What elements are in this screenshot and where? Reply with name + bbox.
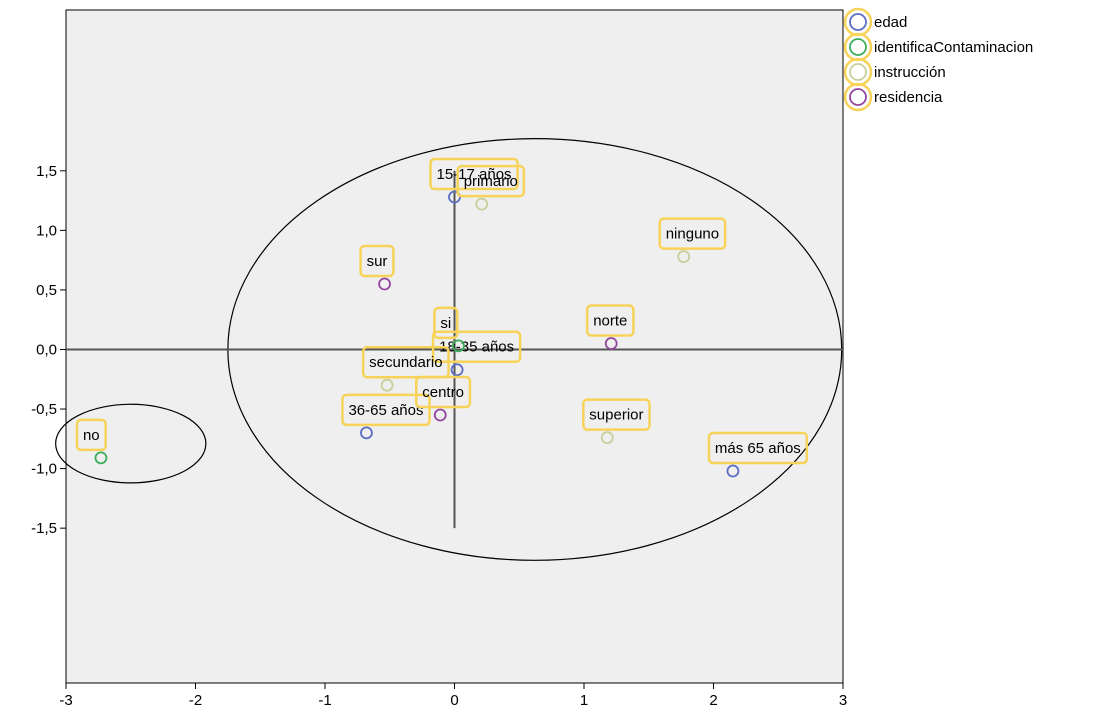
data-point-secundario: secundario: [361, 345, 450, 392]
point-label-box: [658, 217, 727, 250]
x-tick-label: 0: [450, 692, 458, 709]
y-tick-label: 1,0: [36, 222, 57, 239]
point-marker: [604, 337, 618, 350]
point-marker: [94, 451, 108, 465]
point-marker: [726, 464, 740, 478]
point-marker: [433, 408, 447, 422]
x-tick-label: -3: [59, 692, 72, 709]
legend-item: identificaContaminacion: [843, 32, 1033, 62]
data-point-centro: centro: [415, 375, 472, 422]
legend-marker: [849, 63, 867, 81]
annotation-ellipse-1: [55, 403, 207, 484]
y-axis: 1,5 1,0 0,5 0,0 -0,5 -1,0 -1,5: [31, 163, 66, 537]
data-point-ninguno: ninguno: [658, 217, 727, 263]
y-tick-label: 0,5: [36, 282, 57, 299]
point-label: 36-65 años: [348, 402, 423, 419]
y-tick-label: -0,5: [31, 401, 57, 418]
point-marker: [450, 363, 464, 377]
legend-marker: [849, 88, 867, 106]
legend-highlight: [843, 32, 873, 62]
point-label: centro: [422, 384, 464, 401]
x-tick-label: 2: [709, 692, 717, 709]
point-label-box: [582, 398, 651, 431]
legend-highlight: [843, 57, 873, 87]
point-label-box: [707, 431, 809, 465]
legend-label: instrucción: [874, 64, 946, 81]
point-label-box: [361, 345, 450, 379]
data-point-más-65-años: más 65 años: [707, 431, 809, 478]
point-label: ninguno: [666, 226, 719, 243]
point-label-box: [456, 164, 526, 198]
point-label-box: [585, 304, 635, 337]
data-point-sur: sur: [359, 244, 395, 291]
legend-highlight: [843, 7, 873, 37]
legend-item: instrucción: [843, 57, 946, 87]
legend-marker: [849, 13, 867, 31]
data-point-15-17-años: 15-17 años: [429, 157, 519, 204]
point-label: primario: [464, 173, 518, 190]
point-label-box: [429, 157, 519, 191]
point-label: superior: [589, 407, 643, 424]
x-tick-label: -1: [318, 692, 331, 709]
legend-item: edad: [843, 7, 907, 37]
data-point-no: no: [75, 418, 108, 465]
y-tick-label: 1,5: [36, 163, 57, 180]
legend-item: residencia: [843, 82, 943, 112]
x-tick-label: -2: [189, 692, 202, 709]
y-tick-label: 0,0: [36, 341, 57, 358]
y-tick-label: -1,0: [31, 461, 57, 478]
point-label: más 65 años: [715, 440, 801, 457]
point-label: si: [440, 315, 451, 332]
point-label: sur: [367, 253, 388, 270]
point-label: 18-35 años: [439, 339, 514, 356]
point-marker: [360, 426, 373, 440]
data-point-si: si: [433, 306, 465, 353]
point-label-box: [341, 393, 431, 427]
legend: edad identificaContaminacion instrucción re…: [843, 7, 1033, 112]
point-marker: [380, 378, 394, 392]
data-point-superior: superior: [582, 398, 651, 445]
point-label-box: [359, 244, 395, 278]
point-label: secundario: [369, 354, 442, 371]
point-marker: [677, 250, 691, 263]
point-marker: [451, 339, 465, 353]
legend-label: edad: [874, 14, 907, 31]
y-tick-label: -1,5: [31, 520, 57, 537]
legend-label: residencia: [874, 89, 943, 106]
point-label: 15-17 años: [437, 166, 512, 183]
point-marker: [475, 197, 489, 211]
data-point-primario: primario: [456, 164, 526, 211]
data-point-norte: norte: [585, 304, 635, 350]
point-label-box: [75, 418, 107, 452]
x-tick-label: 1: [580, 692, 588, 709]
x-tick-label: 3: [839, 692, 847, 709]
legend-label: identificaContaminacion: [874, 39, 1033, 56]
legend-highlight: [843, 82, 873, 112]
point-marker: [378, 277, 391, 291]
point-label-box: [433, 306, 459, 340]
data-points: 15-17 años 18-35 años 36-65 años más 65 año…: [75, 157, 809, 478]
x-axis: -3 -2 -1 0 1 2 3: [59, 683, 847, 709]
point-label: no: [83, 427, 100, 444]
legend-marker: [849, 38, 867, 56]
point-label-box: [415, 375, 472, 409]
data-point-36-65-años: 36-65 años: [341, 393, 431, 440]
point-label: norte: [593, 313, 627, 330]
point-marker: [600, 431, 614, 445]
